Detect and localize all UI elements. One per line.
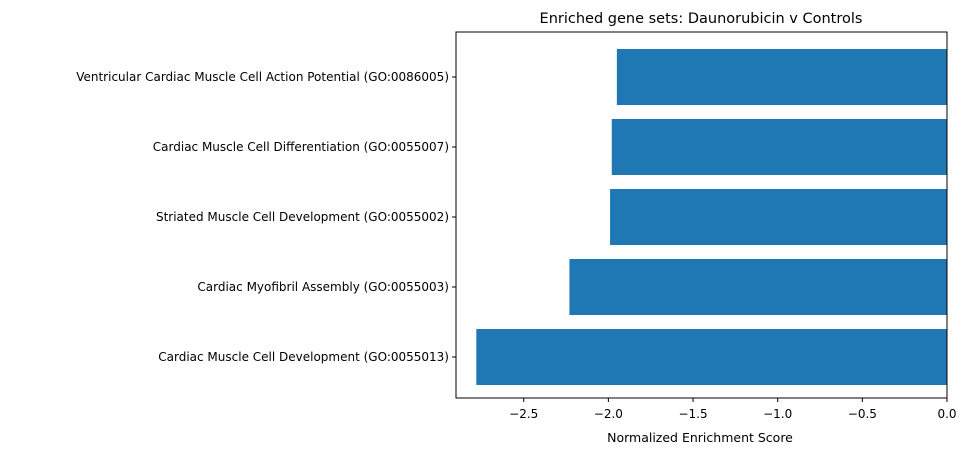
- bar-1: [476, 329, 947, 385]
- y-tick-label-4: Cardiac Muscle Cell Differentiation (GO:…: [153, 140, 449, 154]
- x-tick-label-3: −1.5: [678, 407, 707, 421]
- x-axis-ticks: −2.5 −2.0 −1.5 −1.0 −0.5 0.0: [509, 398, 957, 421]
- x-tick-label-6: 0.0: [937, 407, 956, 421]
- y-axis-ticks: Cardiac Muscle Cell Development (GO:0055…: [76, 70, 456, 364]
- x-tick-label-5: −0.5: [848, 407, 877, 421]
- y-tick-label-3: Striated Muscle Cell Development (GO:005…: [156, 210, 449, 224]
- x-tick-label-1: −2.5: [509, 407, 538, 421]
- y-tick-label-1: Cardiac Muscle Cell Development (GO:0055…: [158, 350, 449, 364]
- bar-3: [610, 189, 947, 245]
- bar-2: [569, 259, 947, 315]
- x-tick-label-2: −2.0: [594, 407, 623, 421]
- x-tick-label-4: −1.0: [763, 407, 792, 421]
- bars-group: [476, 49, 947, 385]
- y-tick-label-5: Ventricular Cardiac Muscle Cell Action P…: [76, 70, 449, 84]
- bar-4: [611, 119, 947, 175]
- plot-frame: [455, 31, 948, 399]
- x-axis-label: Normalized Enrichment Score: [607, 430, 793, 445]
- chart-title: Enriched gene sets: Daunorubicin v Contr…: [540, 11, 863, 27]
- y-tick-label-2: Cardiac Myofibril Assembly (GO:0055003): [197, 280, 449, 294]
- bar-5: [616, 49, 947, 105]
